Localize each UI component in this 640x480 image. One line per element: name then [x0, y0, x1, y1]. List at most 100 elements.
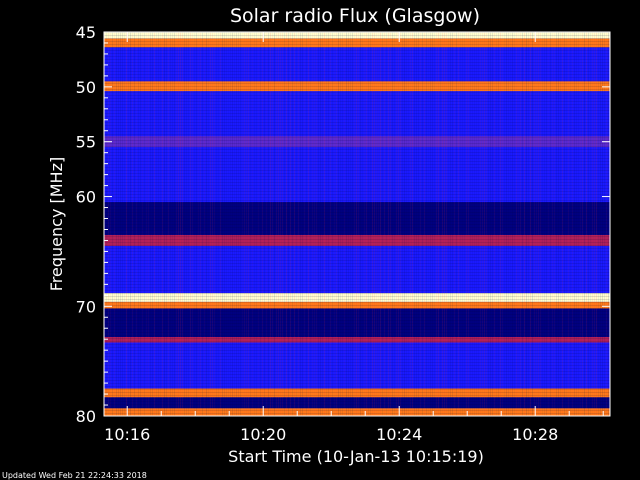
texture-streak	[340, 32, 341, 416]
texture-streak	[324, 32, 325, 416]
texture-streak	[278, 32, 279, 416]
texture-streak	[242, 32, 243, 416]
texture-streak	[166, 32, 167, 416]
texture-line	[104, 194, 610, 195]
texture-streak	[194, 32, 195, 416]
texture-streak	[508, 32, 509, 416]
texture-streak	[412, 32, 413, 416]
texture-streak	[526, 32, 527, 416]
texture-line	[104, 68, 610, 69]
texture-streak	[540, 32, 541, 416]
texture-line	[104, 344, 610, 345]
texture-streak	[254, 32, 255, 416]
texture-line	[104, 143, 610, 144]
texture-streak	[366, 32, 367, 416]
y-tick-label: 55	[76, 133, 96, 152]
texture-line	[104, 275, 610, 276]
texture-streak	[212, 32, 213, 416]
texture-streak	[192, 32, 193, 416]
y-tick-label: 50	[76, 78, 96, 97]
texture-streak	[136, 32, 137, 416]
texture-streak	[446, 32, 447, 416]
texture-line	[104, 224, 610, 225]
texture-streak	[468, 32, 469, 416]
texture-streak	[392, 32, 393, 416]
texture-line	[104, 44, 610, 45]
texture-streak	[566, 32, 567, 416]
texture-line	[104, 53, 610, 54]
texture-line	[104, 176, 610, 177]
texture-line	[104, 377, 610, 378]
texture-streak	[250, 32, 251, 416]
texture-streak	[216, 32, 217, 416]
texture-streak	[246, 32, 247, 416]
texture-streak	[370, 32, 371, 416]
texture-line	[104, 278, 610, 279]
texture-line	[104, 359, 610, 360]
texture-line	[104, 242, 610, 243]
texture-line	[104, 404, 610, 405]
texture-line	[104, 347, 610, 348]
texture-line	[104, 113, 610, 114]
texture-line	[104, 260, 610, 261]
texture-streak	[430, 32, 431, 416]
texture-streak	[534, 32, 535, 416]
texture-line	[104, 230, 610, 231]
y-axis: 45 50 55 60 70 80	[76, 23, 610, 426]
texture-streak	[184, 32, 185, 416]
texture-line	[104, 35, 610, 36]
texture-line	[104, 152, 610, 153]
texture-streak	[580, 32, 581, 416]
texture-line	[104, 149, 610, 150]
texture-streak	[336, 32, 337, 416]
texture-streak	[488, 32, 489, 416]
texture-streak	[292, 32, 293, 416]
frequency-band-12	[104, 308, 610, 338]
texture-streak	[202, 32, 203, 416]
texture-streak	[328, 32, 329, 416]
texture-streak	[320, 32, 321, 416]
texture-line	[104, 245, 610, 246]
texture-line	[104, 251, 610, 252]
texture-line	[104, 185, 610, 186]
texture-line	[104, 77, 610, 78]
texture-streak	[588, 32, 589, 416]
texture-line	[104, 86, 610, 87]
texture-streak	[268, 32, 269, 416]
texture-line	[104, 395, 610, 396]
texture-streak	[312, 32, 313, 416]
texture-streak	[290, 32, 291, 416]
texture-streak	[134, 32, 135, 416]
texture-streak	[176, 32, 177, 416]
texture-line	[104, 74, 610, 75]
frequency-band-1	[104, 38, 610, 48]
texture-streak	[196, 32, 197, 416]
texture-line	[104, 410, 610, 411]
texture-streak	[248, 32, 249, 416]
texture-line	[104, 314, 610, 315]
texture-streak	[142, 32, 143, 416]
texture-streak	[230, 32, 231, 416]
texture-line	[104, 191, 610, 192]
texture-streak	[564, 32, 565, 416]
texture-line	[104, 269, 610, 270]
texture-streak	[574, 32, 575, 416]
texture-streak	[118, 32, 119, 416]
texture-line	[104, 41, 610, 42]
texture-streak	[400, 32, 401, 416]
texture-line	[104, 398, 610, 399]
texture-streak	[470, 32, 471, 416]
texture-streak	[428, 32, 429, 416]
texture-line	[104, 80, 610, 81]
texture-streak	[146, 32, 147, 416]
texture-line	[104, 200, 610, 201]
texture-line	[104, 71, 610, 72]
texture-streak	[598, 32, 599, 416]
texture-streak	[150, 32, 151, 416]
texture-line	[104, 134, 610, 135]
texture-streak	[436, 32, 437, 416]
texture-streak	[162, 32, 163, 416]
texture-streak	[148, 32, 149, 416]
texture-line	[104, 116, 610, 117]
texture-streak	[562, 32, 563, 416]
